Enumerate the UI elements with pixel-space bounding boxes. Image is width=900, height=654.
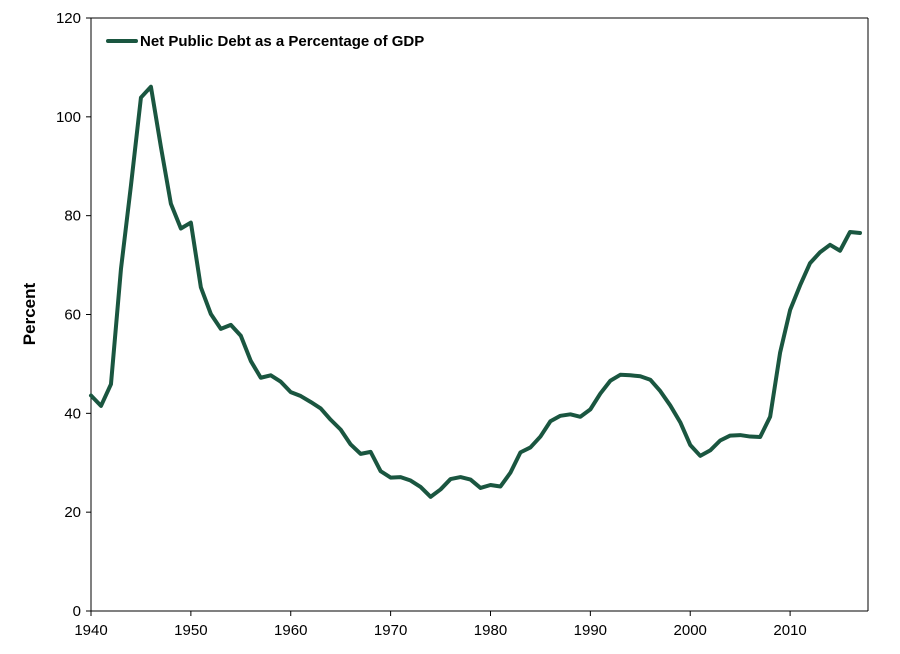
series-line (89, 84, 863, 499)
x-tick-label: 1960 (274, 622, 307, 639)
x-tick-label: 2000 (674, 622, 707, 639)
y-tick-label: 40 (64, 405, 81, 422)
x-tick-label: 1970 (374, 622, 407, 639)
y-axis-label: Percent (20, 282, 39, 345)
y-tick-label: 0 (73, 603, 81, 620)
y-tick-label: 120 (56, 10, 81, 27)
x-tick-label: 1980 (474, 622, 507, 639)
y-tick-label: 80 (64, 208, 81, 225)
y-tick-label: 60 (64, 307, 81, 324)
legend: Net Public Debt as a Percentage of GDP (106, 33, 424, 50)
legend-label: Net Public Debt as a Percentage of GDP (140, 33, 424, 50)
axes (90, 17, 869, 612)
x-tick-label: 1940 (74, 622, 107, 639)
x-tick-label: 2010 (773, 622, 806, 639)
y-tick-label: 100 (56, 109, 81, 126)
y-ticks: 0 20 40 60 80 100 120 (56, 10, 91, 620)
series-layer (89, 84, 863, 499)
x-ticks: 1940 1950 1960 1970 1980 1990 2000 2010 (74, 611, 807, 639)
x-tick-label: 1950 (174, 622, 207, 639)
y-tick-label: 20 (64, 504, 81, 521)
x-tick-label: 1990 (574, 622, 607, 639)
